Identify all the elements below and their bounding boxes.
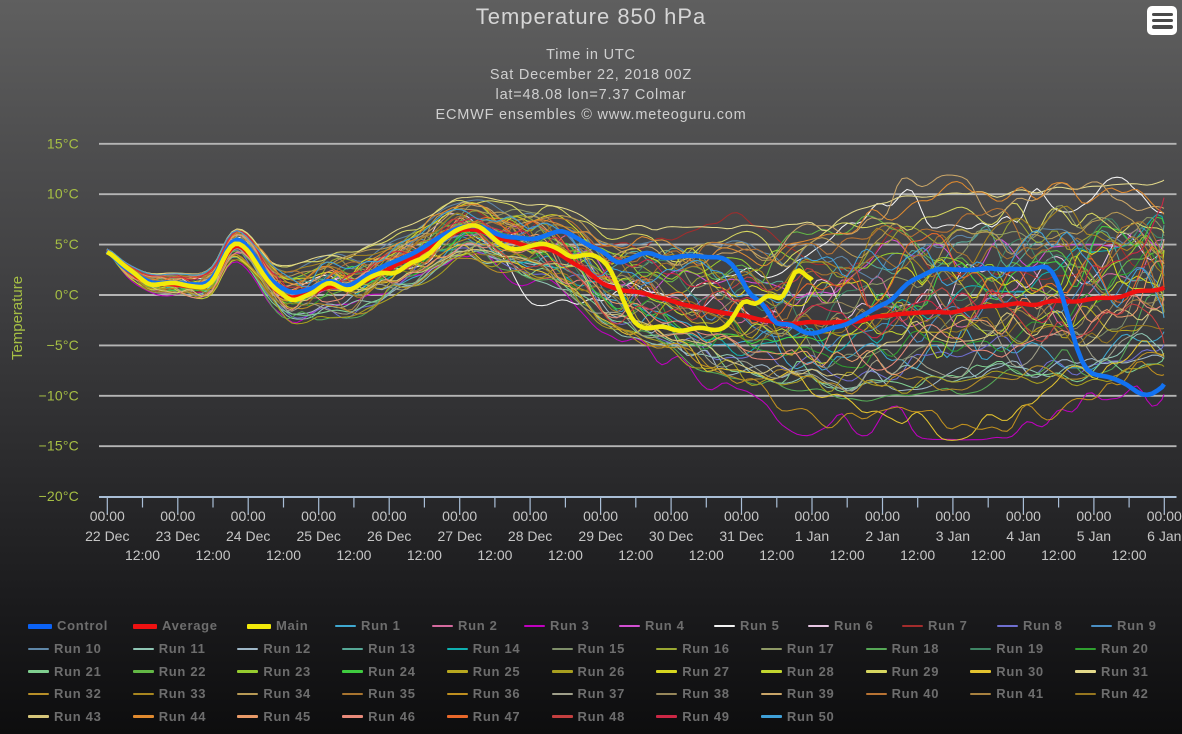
svg-text:00:00: 00:00	[583, 508, 618, 524]
svg-text:00:00: 00:00	[442, 508, 477, 524]
svg-text:12:00: 12:00	[1041, 547, 1076, 563]
svg-text:00:00: 00:00	[794, 508, 829, 524]
svg-text:−20°C: −20°C	[39, 488, 79, 504]
svg-text:00:00: 00:00	[654, 508, 689, 524]
svg-text:−10°C: −10°C	[39, 387, 79, 403]
svg-text:00:00: 00:00	[935, 508, 970, 524]
svg-text:00:00: 00:00	[160, 508, 195, 524]
svg-text:4 Jan: 4 Jan	[1006, 528, 1040, 544]
svg-text:3 Jan: 3 Jan	[936, 528, 970, 544]
svg-text:1 Jan: 1 Jan	[795, 528, 829, 544]
svg-text:12:00: 12:00	[477, 547, 512, 563]
svg-text:12:00: 12:00	[125, 547, 160, 563]
svg-text:23 Dec: 23 Dec	[156, 528, 200, 544]
svg-text:12:00: 12:00	[195, 547, 230, 563]
svg-text:00:00: 00:00	[231, 508, 266, 524]
svg-text:27 Dec: 27 Dec	[438, 528, 482, 544]
svg-text:12:00: 12:00	[407, 547, 442, 563]
svg-text:Temperature: Temperature	[9, 276, 26, 360]
svg-text:00:00: 00:00	[90, 508, 125, 524]
svg-text:12:00: 12:00	[266, 547, 301, 563]
svg-text:12:00: 12:00	[830, 547, 865, 563]
svg-text:28 Dec: 28 Dec	[508, 528, 552, 544]
svg-text:12:00: 12:00	[900, 547, 935, 563]
svg-text:5 Jan: 5 Jan	[1077, 528, 1111, 544]
svg-text:0°C: 0°C	[55, 287, 79, 303]
svg-text:31 Dec: 31 Dec	[719, 528, 763, 544]
svg-text:00:00: 00:00	[1076, 508, 1111, 524]
svg-text:15°C: 15°C	[47, 135, 79, 151]
svg-text:−5°C: −5°C	[47, 337, 79, 353]
svg-text:2 Jan: 2 Jan	[865, 528, 899, 544]
svg-text:12:00: 12:00	[1112, 547, 1147, 563]
svg-text:12:00: 12:00	[336, 547, 371, 563]
svg-text:26 Dec: 26 Dec	[367, 528, 411, 544]
svg-text:6 Jan: 6 Jan	[1147, 528, 1181, 544]
svg-text:29 Dec: 29 Dec	[578, 528, 622, 544]
svg-text:12:00: 12:00	[548, 547, 583, 563]
svg-text:10°C: 10°C	[47, 186, 79, 202]
svg-text:25 Dec: 25 Dec	[297, 528, 341, 544]
svg-text:5°C: 5°C	[55, 236, 79, 252]
svg-text:12:00: 12:00	[759, 547, 794, 563]
svg-text:00:00: 00:00	[865, 508, 900, 524]
svg-text:00:00: 00:00	[513, 508, 548, 524]
svg-text:12:00: 12:00	[689, 547, 724, 563]
svg-text:00:00: 00:00	[1147, 508, 1182, 524]
svg-text:00:00: 00:00	[724, 508, 759, 524]
svg-text:−15°C: −15°C	[39, 438, 79, 454]
svg-text:12:00: 12:00	[618, 547, 653, 563]
svg-text:24 Dec: 24 Dec	[226, 528, 270, 544]
svg-text:00:00: 00:00	[1006, 508, 1041, 524]
svg-text:00:00: 00:00	[301, 508, 336, 524]
svg-text:22 Dec: 22 Dec	[85, 528, 129, 544]
svg-text:12:00: 12:00	[971, 547, 1006, 563]
svg-text:00:00: 00:00	[372, 508, 407, 524]
svg-text:30 Dec: 30 Dec	[649, 528, 693, 544]
